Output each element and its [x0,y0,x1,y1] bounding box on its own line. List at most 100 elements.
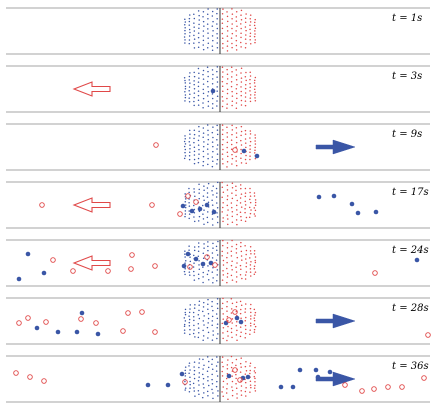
lattice-dot-blue [198,135,200,137]
lattice-dot-red [254,85,256,87]
lattice-dot-blue [216,32,218,35]
lattice-dot-blue [188,90,190,92]
red-particle [212,262,218,268]
lattice-dot-red [254,39,256,41]
lattice-dot-red [235,132,238,134]
lattice-dot-red [235,189,237,192]
lattice-dot-red [240,331,242,333]
lattice-dot-red [226,82,228,85]
lattice-dot-blue [216,269,219,271]
right-arrow-icon [315,139,356,155]
lattice-dot-red [221,153,224,155]
lattice-dot-red [249,140,252,143]
lattice-dot-blue [197,380,200,382]
lattice-dot-red [239,273,242,276]
blue-particle [245,374,251,380]
lattice-dot-blue [183,323,186,326]
lattice-dot-red [222,365,224,368]
lattice-dot-blue [193,246,196,248]
lattice-dot-blue [188,24,191,26]
lattice-dot-blue [207,312,210,315]
lattice-dot-blue [216,148,218,150]
lattice-dot-blue [184,213,187,215]
lattice-dot-red [253,195,256,197]
lattice-dot-blue [188,372,190,375]
lattice-dot-red [235,377,237,380]
lattice-dot-blue [203,324,205,326]
lattice-dot-red [236,329,238,332]
lattice-dot-red [235,194,237,196]
lattice-dot-blue [211,368,214,370]
lattice-dot-blue [202,145,205,148]
lattice-dot-red [249,100,252,103]
lattice-dot-red [231,90,233,93]
lattice-dot-blue [188,217,190,220]
lattice-dot-blue [212,136,214,139]
lattice-dot-blue [212,277,214,279]
lattice-dot-red [231,163,233,165]
lattice-dot-red [226,68,228,71]
red-particle [120,328,126,334]
lattice-dot-red [235,141,238,144]
lattice-dot-red [244,76,247,78]
lattice-dot-blue [193,146,196,148]
lattice-dot-red [244,158,247,161]
red-particle [25,315,31,321]
lattice-dot-red [226,136,229,138]
lattice-dot-red [231,322,233,324]
lattice-dot-red [240,317,242,320]
lattice-dot-blue [202,48,205,51]
lattice-dot-blue [193,377,196,380]
lattice-dot-blue [212,309,214,312]
lattice-dot-red [230,139,233,141]
lattice-dot-blue [216,139,218,141]
lattice-dot-blue [194,304,196,306]
lattice-dot-blue [207,85,209,88]
lattice-dot-red [240,23,242,25]
lattice-dot-blue [184,369,186,372]
lattice-dot-red [254,201,257,204]
lattice-dot-red [249,264,252,266]
lattice-dot-red [231,133,233,136]
lattice-dot-red [254,366,256,369]
blue-particle [41,270,47,276]
lattice-dot-red [222,239,224,242]
lattice-dot-blue [198,14,200,17]
lattice-dot-blue [198,148,200,151]
panel-4: t = 17s [6,181,430,229]
lattice-dot-blue [184,256,186,258]
lattice-dot-red [231,239,233,242]
lattice-dot-blue [211,257,214,259]
lattice-dot-blue [211,315,214,318]
blue-particle [55,329,61,335]
lattice-dot-red [240,125,243,128]
lattice-dot-red [249,333,251,336]
lattice-dot-red [244,47,247,49]
lattice-dot-red [249,325,252,327]
lattice-dot-red [226,364,229,366]
lattice-dot-blue [184,100,186,102]
lattice-dot-red [226,78,229,80]
lattice-dot-blue [207,28,209,30]
lattice-dot-blue [207,241,209,243]
lattice-dot-blue [197,81,200,83]
lattice-dot-blue [216,249,218,252]
lattice-dot-blue [211,25,214,27]
lattice-dot-red [226,151,229,154]
lattice-dot-blue [188,205,191,207]
lattice-dot-red [221,18,224,20]
lattice-dot-blue [198,376,200,378]
lattice-dot-red [222,47,224,49]
blue-particle [185,251,191,257]
lattice-dot-red [230,148,233,151]
lattice-dot-red [249,151,251,153]
lattice-dot-red [253,328,256,331]
lattice-dot-red [221,80,224,83]
lattice-dot-blue [212,150,214,153]
lattice-dot-blue [184,253,186,255]
lattice-dot-blue [184,135,186,137]
lattice-dot-blue [184,82,187,84]
lattice-dot-blue [193,47,196,49]
lattice-dot-red [254,137,257,139]
lattice-dot-red [254,311,257,314]
